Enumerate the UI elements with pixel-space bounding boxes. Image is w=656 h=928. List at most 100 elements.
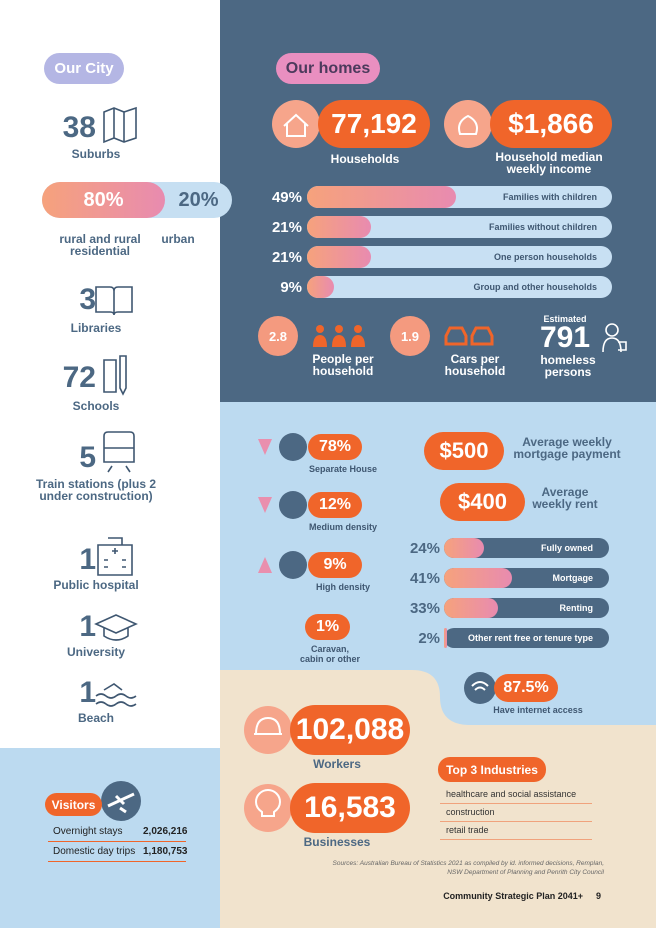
beach-icon [95, 683, 137, 707]
households-value: 77,192 [318, 100, 430, 148]
bar [307, 246, 372, 268]
internet-value: 87.5% [494, 674, 558, 702]
workers-label: Workers [313, 757, 361, 771]
rent-value: $400 [440, 483, 525, 521]
worker-icon [244, 706, 292, 754]
bar-label: Families without children [488, 222, 597, 232]
bar-label: Fully owned [540, 543, 593, 553]
house-icon [272, 100, 320, 148]
stat-label: Schools [72, 399, 120, 413]
bar-track [307, 216, 612, 238]
workers-value: 102,088 [290, 705, 410, 755]
stat-label: Public hospital [53, 578, 139, 592]
bar-label: Other rent free or tenure type [467, 633, 593, 643]
businesses-label: Businesses [303, 835, 371, 849]
urban-label: urban [161, 232, 195, 246]
rent-label: Average weekly rent [532, 485, 598, 511]
row-rule [48, 841, 186, 842]
industry: healthcare and social assistance [446, 789, 577, 799]
bar-label: Renting [559, 603, 594, 613]
stat-value: 72 [62, 361, 96, 394]
mortgage-value: $500 [424, 432, 504, 470]
industry-rule [440, 839, 592, 840]
stat-label: Libraries [70, 321, 122, 335]
bar [307, 216, 372, 238]
stat-value: 5 [79, 441, 96, 474]
people-label: People per household [312, 352, 374, 378]
house-glyph [283, 113, 309, 137]
dwelling-value: 1% [305, 614, 350, 640]
bar-track [307, 246, 612, 268]
percent-label: 21% [271, 219, 302, 236]
urban-value: 20% [178, 188, 219, 211]
industry-rule [440, 803, 592, 804]
cars-value: 1.9 [390, 316, 430, 356]
train-icon [103, 431, 135, 473]
dwelling-value: 12% [308, 492, 362, 518]
internet-label: Have internet access [493, 705, 583, 715]
percent-label: 49% [271, 189, 302, 206]
page-number: 9 [596, 891, 602, 901]
wifi-glyph [471, 681, 489, 691]
ruler-icon [103, 355, 127, 396]
section-title: Our City [44, 53, 124, 84]
percent-label: 33% [409, 600, 440, 617]
bar-track [307, 276, 612, 298]
percent-label: 21% [271, 249, 302, 266]
row-label: Domestic day trips [53, 846, 136, 857]
bar [444, 568, 512, 588]
hospital-icon [97, 537, 133, 576]
plane-glyph [107, 792, 135, 814]
section-title: Visitors [45, 793, 102, 816]
sources: Sources: Australian Bureau of Statistics… [332, 860, 604, 876]
rural-label: rural and rural residential [59, 232, 141, 258]
footer-title: Community Strategic Plan 2041+ [443, 891, 583, 901]
row-value: 1,180,753 [143, 846, 188, 857]
city-icons [94, 106, 138, 707]
dwelling-value: 78% [308, 434, 362, 460]
stat-value: 1 [79, 676, 96, 709]
row-rule [48, 861, 186, 862]
dwelling-icon [279, 551, 307, 579]
book-icon [95, 286, 133, 316]
section-title: Top 3 Industries [438, 757, 546, 782]
homeless-label: homeless persons [540, 353, 596, 379]
stat-value: 1 [79, 610, 96, 643]
income-value: $1,866 [490, 100, 612, 148]
stat-label: University [66, 645, 126, 659]
bar [307, 186, 457, 208]
bulb-glyph [254, 789, 282, 817]
homeless-icon [602, 323, 627, 353]
households-label: Households [330, 152, 400, 166]
university-icon [94, 614, 138, 641]
homeless-prefix: Estimated [543, 314, 587, 324]
visitors-panel [0, 748, 220, 928]
dwelling-icon [279, 491, 307, 519]
percent-label: 2% [418, 630, 440, 647]
bar-track [444, 628, 609, 648]
bar-label: One person households [493, 252, 597, 262]
cars-label: Cars per household [444, 352, 506, 378]
bar [444, 628, 448, 648]
stat-label: Beach [77, 711, 115, 725]
industry-rule [440, 821, 592, 822]
dwelling-icon [279, 433, 307, 461]
bar-track [444, 538, 609, 558]
business-icon [244, 784, 292, 832]
percent-label: 24% [409, 540, 440, 557]
dwelling-label: Caravan, cabin or other [299, 644, 360, 664]
section-title: Our homes [276, 53, 380, 84]
bar [307, 276, 335, 298]
rural-value: 80% [42, 182, 165, 218]
industry: construction [446, 807, 495, 817]
industry: retail trade [446, 825, 489, 835]
income-label: Household median weekly income [495, 150, 603, 176]
people-value: 2.8 [258, 316, 298, 356]
income-icon [444, 100, 492, 148]
stat-value: 38 [62, 111, 96, 144]
percent-label: 41% [409, 570, 440, 587]
stat-label: Suburbs [71, 147, 121, 161]
dwelling-label: High density [315, 582, 370, 592]
stat-label: Train stations (plus 2 under constructio… [35, 477, 157, 503]
